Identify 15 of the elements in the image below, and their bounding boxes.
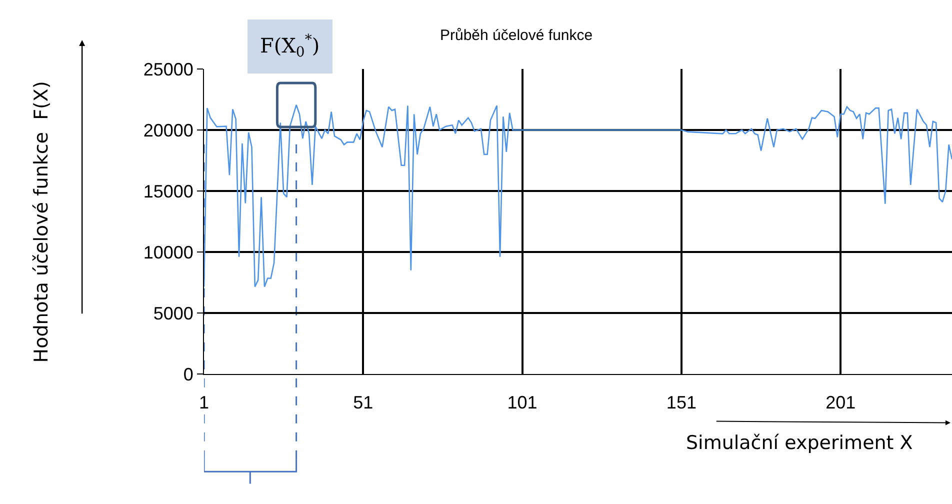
annotation: F(X$_{0}$$^{*}$) [260, 32, 320, 61]
x-tick-label: 151 [666, 392, 696, 413]
x-tick-label: 51 [353, 392, 374, 413]
x-tick-label: 1 [198, 392, 210, 413]
y-tick-label: 10000 [143, 242, 194, 262]
y-tick-label: 0 [183, 364, 194, 384]
chart-title: Průběh účelové funkce [440, 27, 593, 44]
x-tick-label: 201 [826, 392, 856, 413]
y-tick-label: 5000 [153, 303, 194, 324]
y-axis-title: Hodnota účelové funkce F(X) [30, 81, 53, 363]
x-axis-title: Simulační experiment X [686, 432, 913, 454]
y-tick-label: 25000 [143, 59, 194, 80]
x-tick-label: 101 [507, 392, 538, 413]
y-tick-label: 15000 [143, 181, 194, 202]
y-tick-label: 20000 [143, 120, 194, 140]
